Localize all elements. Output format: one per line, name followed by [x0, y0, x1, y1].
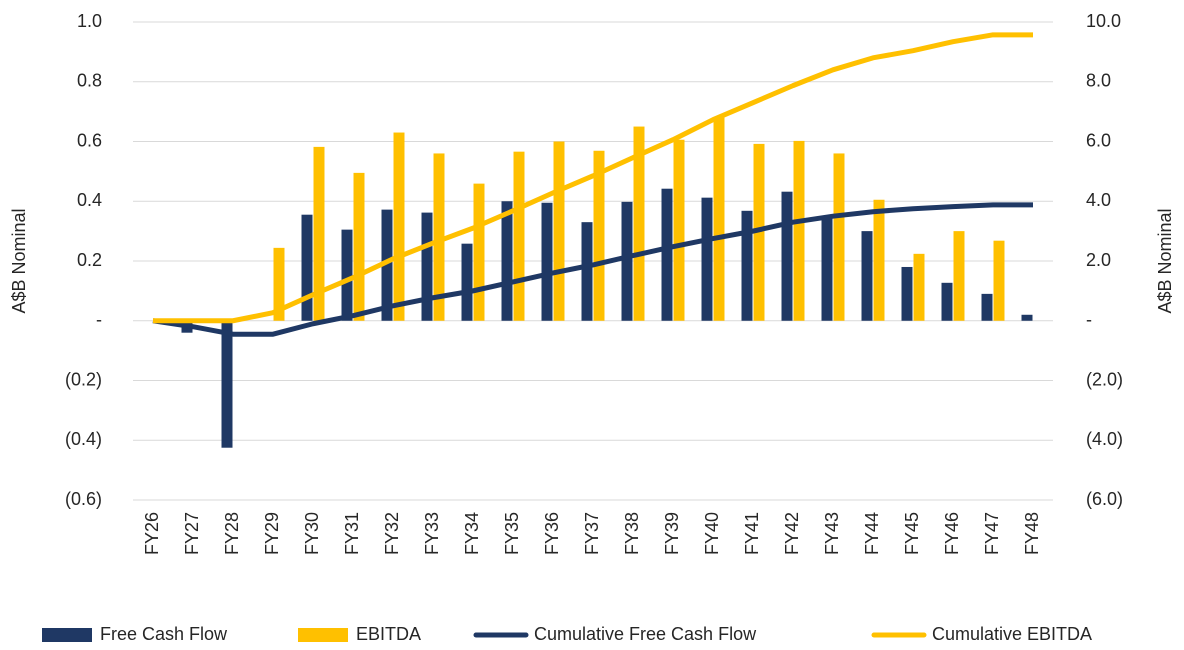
y2-tick-label: (6.0)	[1086, 489, 1123, 509]
y-tick-label: 0.8	[77, 71, 102, 91]
x-tick-label: FY27	[182, 512, 202, 555]
y-axis-label: A$B Nominal	[9, 208, 29, 313]
x-tick-label: FY47	[982, 512, 1002, 555]
y2-tick-label: (2.0)	[1086, 369, 1123, 389]
legend-label: EBITDA	[356, 624, 421, 644]
y-tick-label: -	[96, 310, 102, 330]
x-tick-label: FY38	[622, 512, 642, 555]
x-tick-label: FY44	[862, 512, 882, 555]
y-tick-label: 0.6	[77, 130, 102, 150]
legend-swatch	[42, 628, 92, 642]
bar	[381, 209, 393, 321]
y2-tick-label: -	[1086, 310, 1092, 330]
bar	[673, 139, 685, 321]
bar	[713, 117, 725, 321]
bar	[501, 201, 513, 321]
legend-label: Free Cash Flow	[100, 624, 228, 644]
bar	[861, 231, 873, 321]
bar	[661, 188, 673, 321]
x-tick-label: FY29	[262, 512, 282, 555]
y-tick-label: (0.2)	[65, 369, 102, 389]
x-tick-label: FY39	[662, 512, 682, 555]
x-tick-label: FY43	[822, 512, 842, 555]
bar	[633, 126, 645, 321]
x-tick-label: FY48	[1022, 512, 1042, 555]
x-tick-label: FY34	[462, 512, 482, 555]
bar	[833, 153, 845, 321]
y-tick-label: (0.6)	[65, 489, 102, 509]
bar	[341, 229, 353, 321]
y2-tick-label: 8.0	[1086, 71, 1111, 91]
bar	[301, 214, 313, 321]
bar	[393, 132, 405, 321]
y2-tick-label: (4.0)	[1086, 429, 1123, 449]
bar	[953, 231, 965, 321]
x-tick-label: FY40	[702, 512, 722, 555]
bar	[1021, 314, 1033, 321]
x-tick-label: FY30	[302, 512, 322, 555]
bar	[421, 212, 433, 321]
bar	[513, 151, 525, 321]
bar	[901, 266, 913, 321]
bar	[553, 141, 565, 321]
x-tick-label: FY46	[942, 512, 962, 555]
legend-swatch	[298, 628, 348, 642]
x-tick-label: FY32	[382, 512, 402, 555]
x-tick-label: FY42	[782, 512, 802, 555]
y2-tick-label: 4.0	[1086, 190, 1111, 210]
y2-tick-label: 6.0	[1086, 130, 1111, 150]
bar	[781, 191, 793, 321]
bar	[981, 293, 993, 321]
y2-axis-label: A$B Nominal	[1155, 208, 1175, 313]
x-tick-label: FY31	[342, 512, 362, 555]
y-tick-label: 0.2	[77, 250, 102, 270]
y-tick-label: 1.0	[77, 11, 102, 31]
y-tick-label: 0.4	[77, 190, 102, 210]
bar	[741, 210, 753, 321]
x-tick-label: FY35	[502, 512, 522, 555]
y2-tick-label: 2.0	[1086, 250, 1111, 270]
bar	[461, 243, 473, 321]
x-tick-label: FY41	[742, 512, 762, 555]
bar	[593, 150, 605, 321]
bar	[993, 240, 1005, 321]
legend-label: Cumulative EBITDA	[932, 624, 1092, 644]
line	[153, 32, 1033, 324]
line	[152, 202, 1033, 337]
bar	[581, 222, 593, 321]
bar	[913, 253, 925, 321]
legend-label: Cumulative Free Cash Flow	[534, 624, 757, 644]
x-tick-label: FY28	[222, 512, 242, 555]
bar	[873, 199, 885, 321]
bar	[273, 247, 285, 321]
bar	[541, 202, 553, 321]
x-tick-label: FY45	[902, 512, 922, 555]
bar	[701, 197, 713, 321]
bar	[221, 320, 233, 448]
x-tick-label: FY33	[422, 512, 442, 555]
bar	[313, 146, 325, 321]
y-tick-label: (0.4)	[65, 429, 102, 449]
bar	[821, 216, 833, 321]
x-tick-label: FY37	[582, 512, 602, 555]
bar	[433, 153, 445, 321]
bar	[353, 172, 365, 321]
x-tick-label: FY26	[142, 512, 162, 555]
bar	[941, 282, 953, 321]
bar	[473, 183, 485, 321]
y2-tick-label: 10.0	[1086, 11, 1121, 31]
bar	[793, 140, 805, 321]
bar	[621, 201, 633, 321]
x-tick-label: FY36	[542, 512, 562, 555]
